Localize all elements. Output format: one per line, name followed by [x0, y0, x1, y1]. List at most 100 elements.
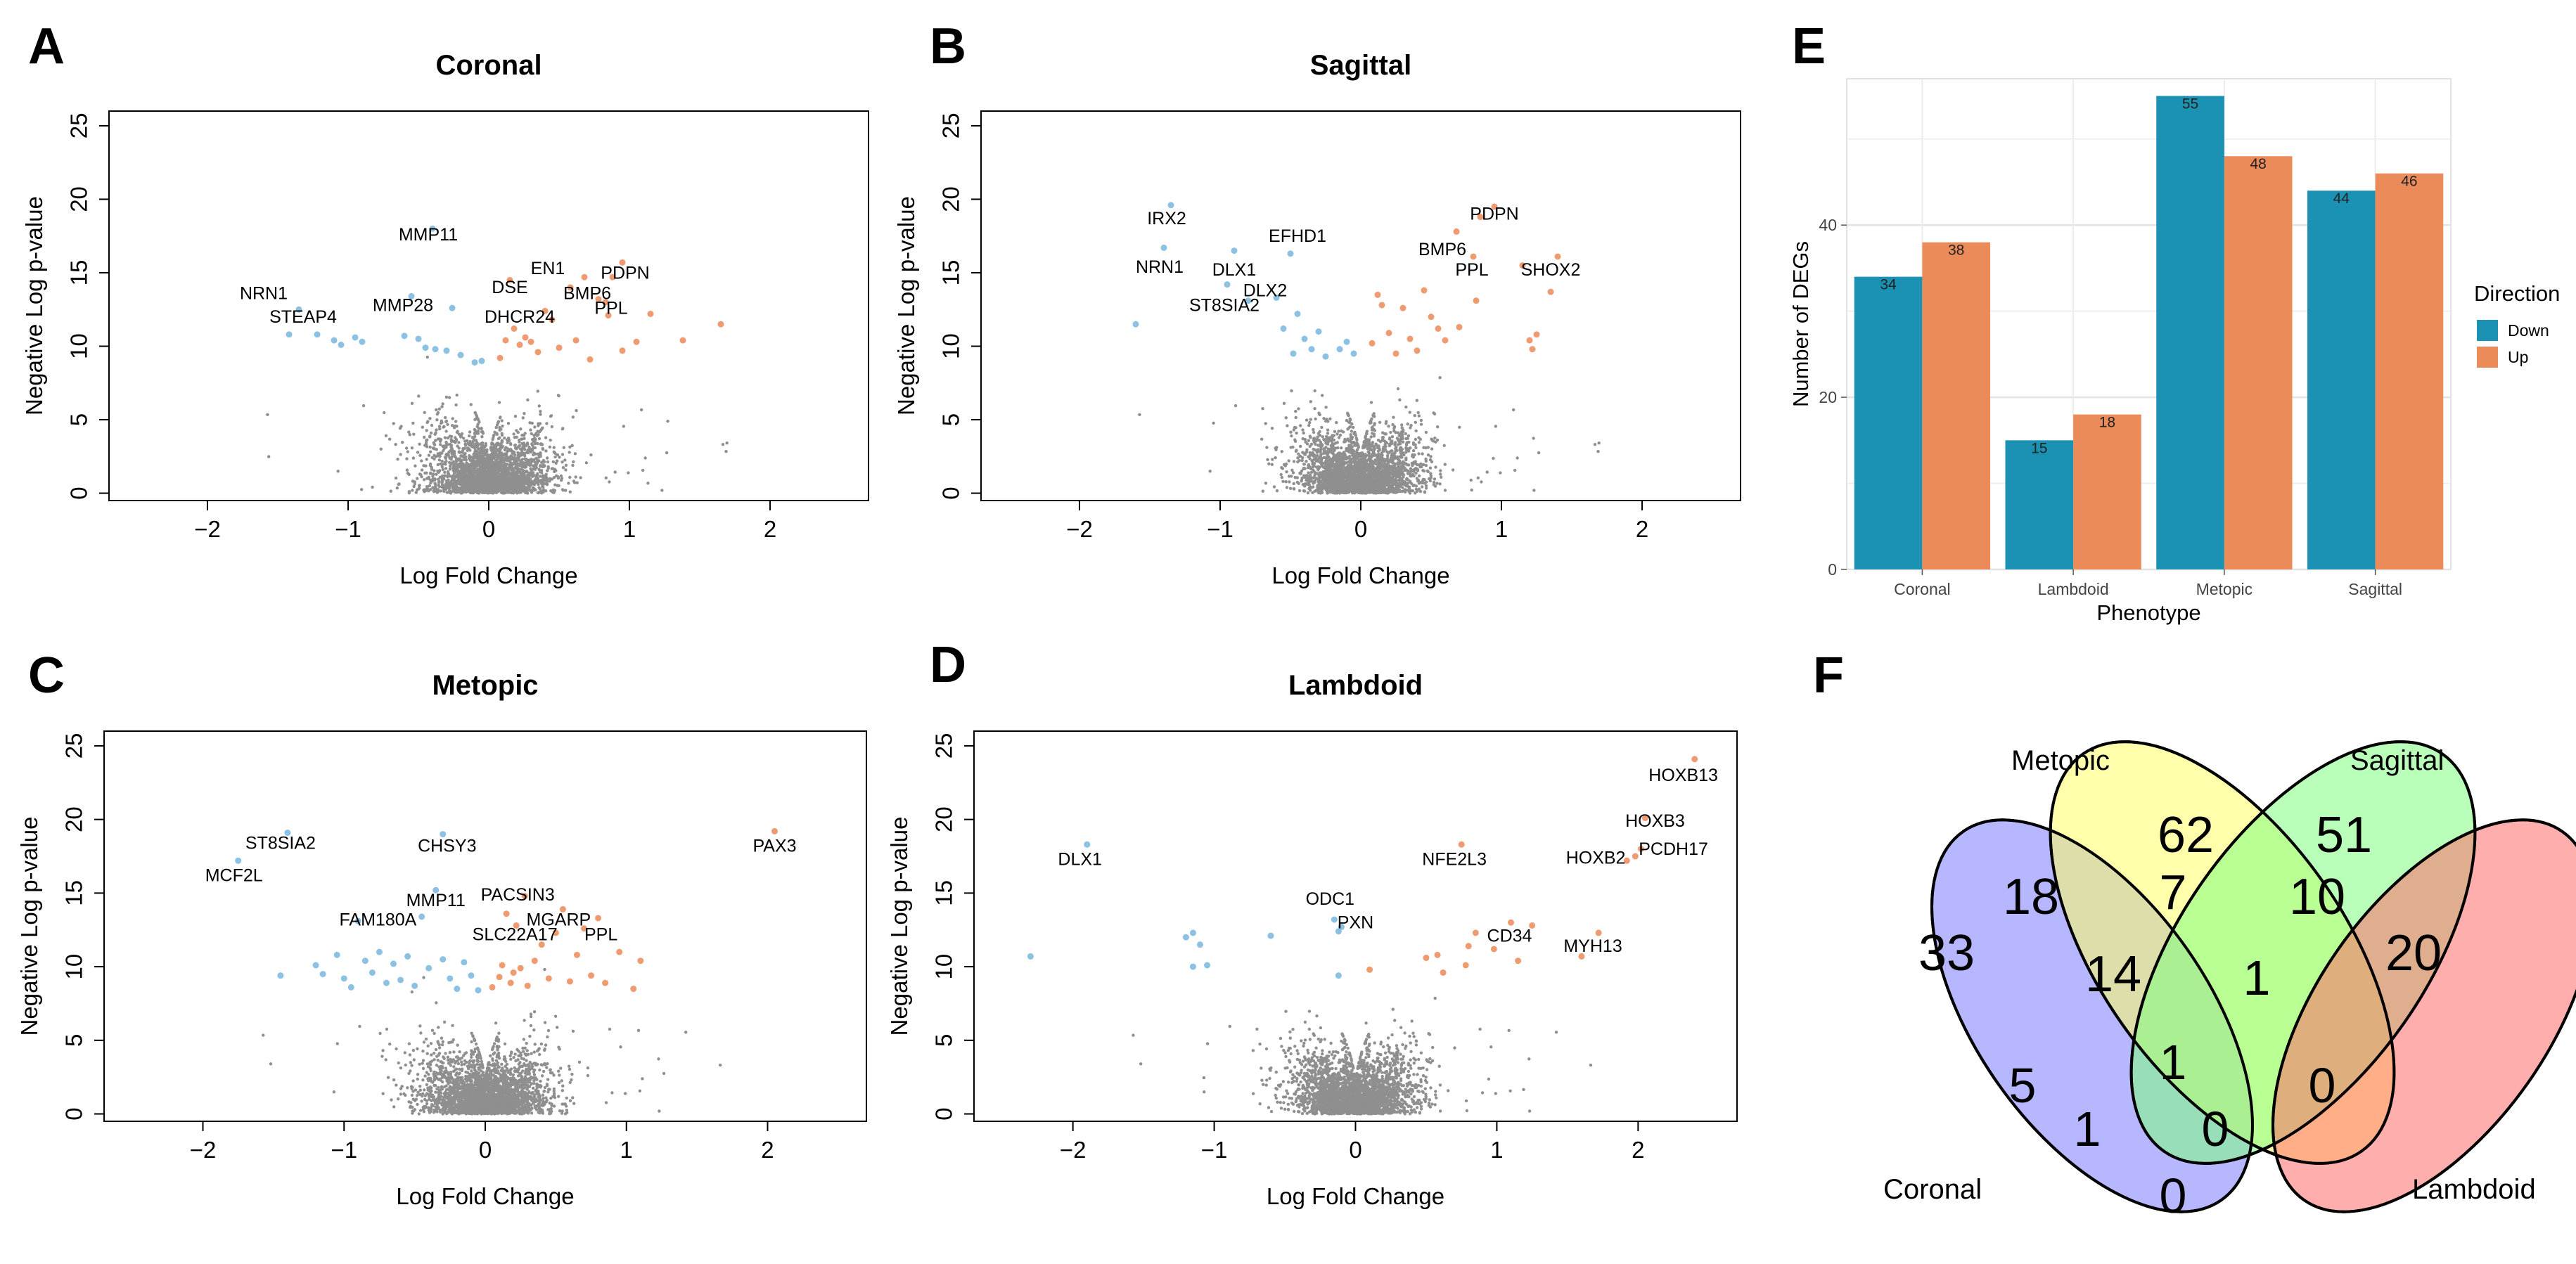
background-point	[574, 475, 577, 479]
background-point	[397, 482, 400, 486]
background-point	[429, 471, 432, 475]
chart-title: Sagittal	[1310, 50, 1411, 81]
background-point	[435, 472, 438, 476]
background-point	[525, 470, 529, 474]
background-point	[508, 491, 511, 494]
background-point	[1321, 435, 1325, 439]
background-point	[1376, 446, 1380, 449]
background-point	[1411, 441, 1416, 445]
background-point	[513, 444, 517, 447]
down-point	[314, 331, 321, 338]
background-point	[515, 480, 518, 484]
background-point	[1316, 449, 1321, 453]
background-point	[1357, 446, 1361, 449]
background-point	[503, 484, 506, 488]
background-point	[479, 465, 482, 469]
background-point	[1335, 420, 1338, 425]
background-point	[456, 444, 459, 448]
background-point	[437, 470, 441, 473]
background-point	[506, 422, 511, 425]
background-point	[399, 453, 402, 456]
down-point	[286, 331, 293, 338]
background-point	[428, 435, 432, 439]
background-point	[1346, 437, 1350, 441]
background-point	[1303, 467, 1307, 470]
background-point	[1411, 449, 1416, 453]
background-point	[1392, 427, 1396, 430]
gene-label: PDPN	[601, 263, 649, 283]
background-point	[557, 394, 560, 398]
background-point	[1458, 425, 1461, 429]
background-point	[1383, 439, 1387, 443]
background-point	[1390, 481, 1395, 485]
background-point	[454, 420, 458, 423]
background-point	[477, 486, 481, 489]
background-point	[1335, 486, 1339, 489]
background-point	[463, 456, 467, 460]
background-point	[504, 468, 507, 472]
background-point	[1416, 469, 1420, 472]
background-point	[510, 462, 513, 465]
background-point	[536, 491, 539, 495]
background-point	[613, 470, 617, 474]
background-point	[475, 472, 480, 476]
background-point	[553, 489, 557, 492]
background-point	[407, 430, 411, 434]
background-point	[498, 436, 501, 439]
background-point	[500, 491, 504, 495]
down-point	[432, 346, 439, 353]
background-point	[442, 444, 446, 448]
background-point	[500, 419, 504, 423]
background-point	[555, 459, 559, 463]
background-point	[643, 456, 647, 460]
background-point	[1293, 438, 1297, 441]
background-point	[445, 475, 449, 478]
background-point	[1294, 409, 1297, 413]
background-point	[521, 473, 525, 477]
background-point	[437, 458, 441, 462]
down-point	[449, 304, 456, 311]
background-point	[405, 457, 409, 460]
background-point	[527, 489, 532, 492]
background-point	[1290, 475, 1293, 478]
background-point	[1302, 431, 1305, 435]
background-point	[523, 454, 527, 458]
background-point	[510, 472, 513, 476]
background-point	[537, 456, 541, 459]
x-axis-label: Log Fold Change	[399, 562, 577, 588]
background-point	[460, 467, 463, 470]
background-point	[1285, 486, 1289, 489]
background-point	[1406, 423, 1409, 426]
y-tick-label: 10	[66, 333, 92, 359]
background-point	[410, 446, 414, 450]
background-point	[455, 393, 459, 397]
background-point	[383, 411, 386, 415]
background-point	[440, 463, 444, 466]
background-point	[443, 415, 447, 420]
background-point	[1383, 432, 1387, 436]
down-point	[331, 337, 338, 344]
background-point	[398, 427, 402, 430]
x-tick-label: 1	[623, 516, 636, 542]
background-point	[1469, 478, 1473, 482]
background-point	[571, 463, 575, 467]
background-point	[1302, 463, 1306, 466]
background-point	[500, 439, 504, 442]
background-point	[1352, 425, 1355, 430]
background-point	[1376, 459, 1380, 463]
background-point	[432, 472, 435, 476]
background-point	[437, 485, 442, 489]
panel-letter-c: C	[28, 647, 65, 704]
background-point	[1414, 437, 1418, 441]
background-point	[412, 484, 416, 489]
background-point	[1275, 489, 1279, 493]
background-point	[480, 427, 483, 430]
background-point	[497, 401, 501, 404]
background-point	[459, 461, 463, 465]
background-point	[1305, 474, 1309, 477]
background-point	[406, 450, 409, 453]
background-point	[451, 474, 455, 477]
background-point	[666, 419, 669, 423]
background-point	[421, 425, 424, 429]
